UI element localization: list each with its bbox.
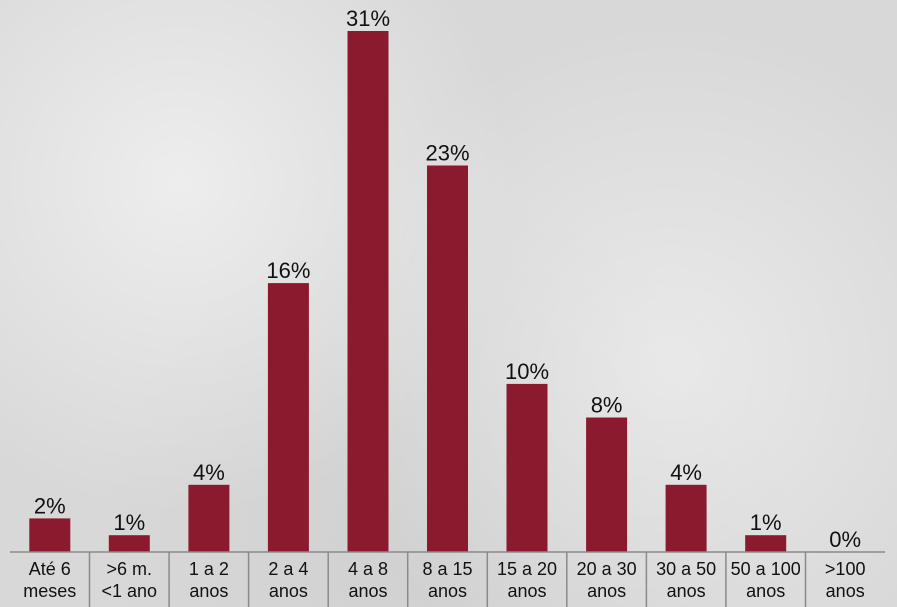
bar-5 bbox=[427, 165, 468, 552]
value-label-4: 31% bbox=[346, 6, 390, 31]
category-label-10-line-1: anos bbox=[826, 581, 865, 601]
category-label-2-line-1: anos bbox=[189, 581, 228, 601]
bar-0 bbox=[29, 518, 71, 552]
value-label-10: 0% bbox=[829, 527, 861, 552]
category-label-3-line-0: 2 a 4 bbox=[268, 559, 308, 579]
bar-9 bbox=[745, 535, 787, 552]
value-label-3: 16% bbox=[266, 258, 310, 283]
category-label-5-line-1: anos bbox=[428, 581, 467, 601]
category-label-0-line-0: Até 6 bbox=[29, 559, 71, 579]
category-label-9-line-0: 50 a 100 bbox=[731, 559, 801, 579]
value-label-8: 4% bbox=[670, 460, 702, 485]
bar-8 bbox=[665, 484, 707, 552]
bar-3 bbox=[267, 283, 309, 552]
category-label-8-line-0: 30 a 50 bbox=[656, 559, 716, 579]
bar-2 bbox=[188, 484, 230, 552]
category-label-0-line-1: meses bbox=[23, 581, 76, 601]
bar-7 bbox=[586, 417, 628, 552]
value-label-2: 4% bbox=[193, 460, 225, 485]
category-label-8-line-1: anos bbox=[667, 581, 706, 601]
category-label-2-line-0: 1 a 2 bbox=[189, 559, 229, 579]
category-label-1-line-1: <1 ano bbox=[102, 581, 158, 601]
value-label-7: 8% bbox=[591, 393, 623, 418]
x-axis bbox=[10, 551, 885, 607]
value-label-0: 2% bbox=[34, 493, 66, 518]
category-label-3-line-1: anos bbox=[269, 581, 308, 601]
bar-1 bbox=[108, 535, 150, 552]
category-label-7-line-1: anos bbox=[587, 581, 626, 601]
category-label-7-line-0: 20 a 30 bbox=[577, 559, 637, 579]
category-label-5-line-0: 8 a 15 bbox=[422, 559, 472, 579]
category-label-4-line-1: anos bbox=[348, 581, 387, 601]
category-label-10-line-0: >100 bbox=[825, 559, 866, 579]
value-label-9: 1% bbox=[750, 510, 782, 535]
category-label-6-line-0: 15 a 20 bbox=[497, 559, 557, 579]
value-label-6: 10% bbox=[505, 359, 549, 384]
category-label-6-line-1: anos bbox=[507, 581, 546, 601]
value-label-1: 1% bbox=[113, 510, 145, 535]
bars-layer bbox=[29, 31, 787, 552]
bar-4 bbox=[347, 31, 389, 552]
category-label-1-line-0: >6 m. bbox=[107, 559, 153, 579]
category-label-9-line-1: anos bbox=[746, 581, 785, 601]
bar-6 bbox=[506, 383, 548, 552]
value-label-5: 23% bbox=[425, 141, 469, 166]
value-labels-layer: 2% 1% 4% 16% 31% 23% 10% 8% 4% 1% 0% bbox=[34, 6, 861, 552]
category-label-4-line-0: 4 a 8 bbox=[348, 559, 388, 579]
